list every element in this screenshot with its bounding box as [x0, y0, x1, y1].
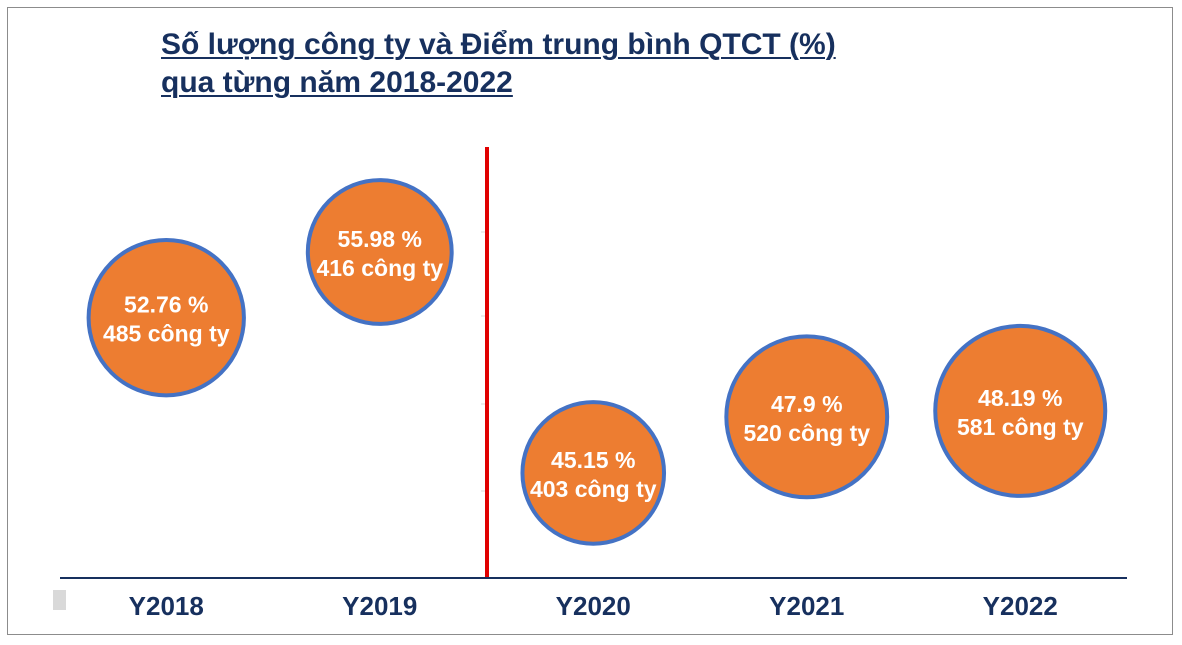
x-tick-label-y2018: Y2018 [129, 591, 204, 621]
bubble-count-label: 520 công ty [743, 420, 870, 446]
x-tick-label-y2021: Y2021 [769, 591, 844, 621]
bubble-y2022 [933, 323, 1108, 498]
bubble-count-label: 403 công ty [530, 476, 657, 502]
bubble-score-label: 48.19 % [978, 385, 1062, 411]
chart-title-line-1: Số lượng công ty và Điểm trung bình QTCT… [161, 28, 836, 61]
x-tick-label-y2022: Y2022 [983, 591, 1058, 621]
bubble-score-label: 55.98 % [338, 226, 422, 252]
chart-title: Số lượng công ty và Điểm trung bình QTCT… [161, 26, 836, 102]
bubble-score-label: 45.15 % [551, 447, 635, 473]
bubble-count-label: 485 công ty [103, 321, 230, 347]
chart-frame [7, 7, 1173, 635]
bubble-count-label: 416 công ty [316, 255, 443, 281]
x-tick-label-y2019: Y2019 [342, 591, 417, 621]
bubble-count-label: 581 công ty [957, 414, 1084, 440]
chart-title-line-2: qua từng năm 2018-2022 [161, 66, 513, 99]
bubble-score-label: 52.76 % [124, 292, 208, 318]
bubble-y2020 [520, 400, 667, 546]
scroll-marker [53, 590, 66, 610]
bubble-y2019 [305, 178, 454, 326]
bubble-y2021 [724, 334, 890, 500]
bubble-score-label: 47.9 % [771, 391, 843, 417]
bubble-y2018 [86, 238, 246, 398]
x-tick-label-y2020: Y2020 [556, 591, 631, 621]
